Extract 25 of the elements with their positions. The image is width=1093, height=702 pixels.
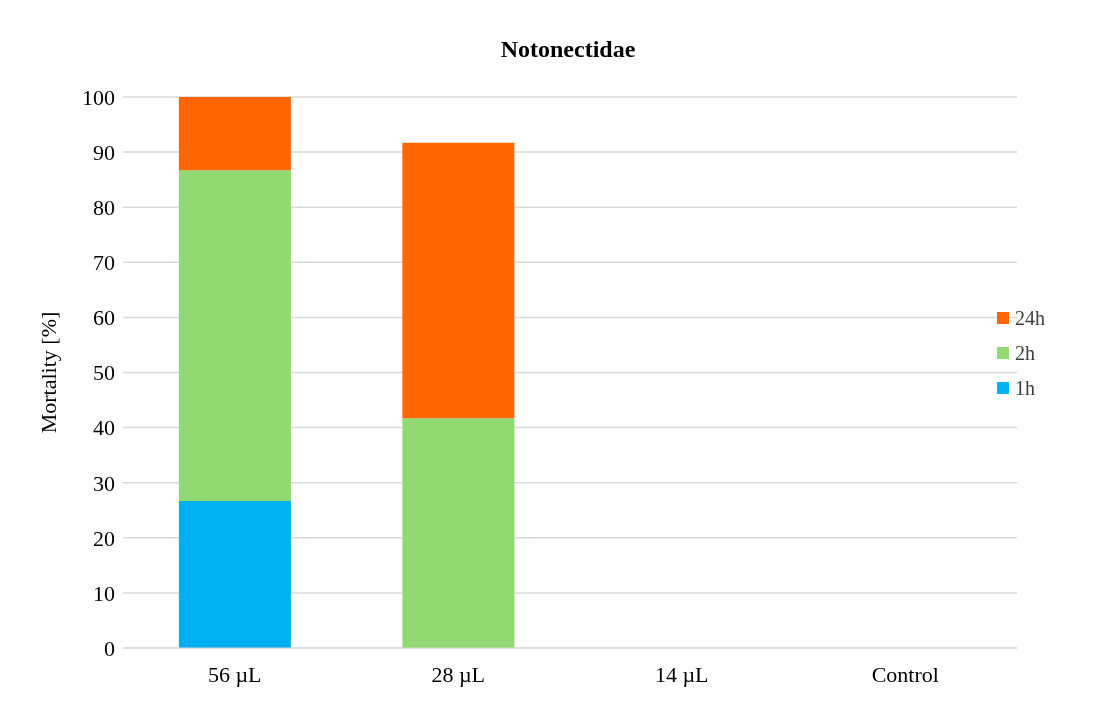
chart-title: Notonectidae	[499, 36, 637, 63]
y-tick-label: 90	[93, 139, 115, 165]
y-tick-label: 40	[93, 415, 115, 441]
x-tick-label: 14 µL	[654, 661, 709, 687]
y-tick-label: 70	[93, 250, 115, 276]
y-tick-label: 60	[93, 305, 115, 331]
y-tick-label: 80	[93, 195, 115, 221]
bar	[178, 500, 291, 648]
legend-label: 2h	[1015, 341, 1035, 365]
y-tick-label: 10	[93, 580, 115, 606]
x-tick-label: Control	[871, 661, 939, 687]
y-axis-title: Mortality [%]	[35, 311, 61, 434]
bar	[178, 170, 291, 501]
legend-label: 24h	[1015, 306, 1045, 330]
y-tick-label: 20	[93, 525, 115, 551]
y-tick-label: 0	[104, 635, 115, 661]
legend-label: 1h	[1015, 376, 1035, 400]
bar	[178, 97, 291, 171]
y-tick-label: 30	[93, 470, 115, 496]
y-tick-label: 50	[93, 360, 115, 386]
bar	[402, 418, 515, 648]
x-tick-label: 28 µL	[431, 661, 486, 687]
bar	[402, 142, 515, 419]
x-tick-label: 56 µL	[207, 661, 262, 687]
y-tick-label: 100	[82, 84, 115, 110]
